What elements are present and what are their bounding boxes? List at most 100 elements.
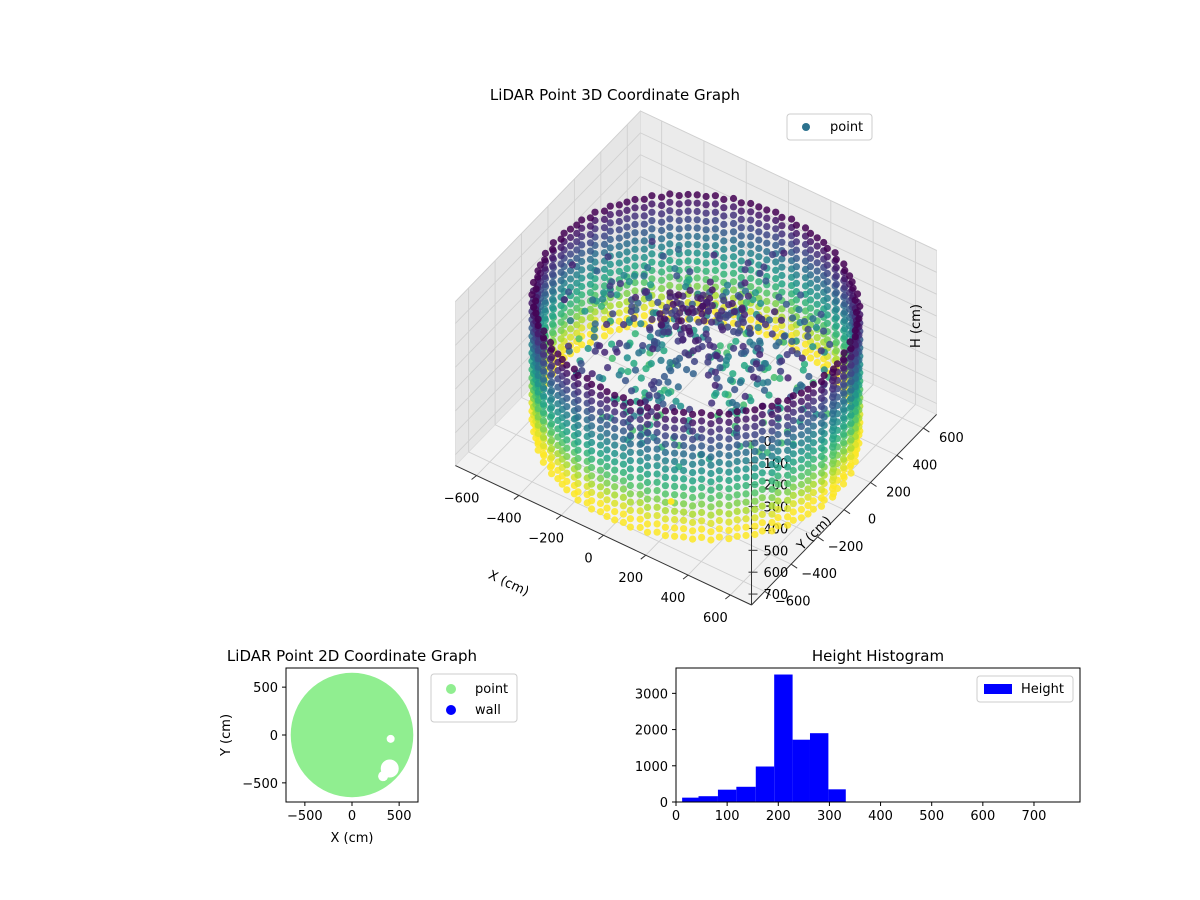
- data-point: [813, 275, 821, 283]
- data-point: [711, 217, 720, 225]
- histogram-bar: [828, 789, 846, 802]
- data-point: [729, 211, 738, 219]
- data-point: [758, 510, 766, 518]
- data-point: [733, 401, 741, 409]
- data-point: [671, 532, 679, 540]
- data-point: [615, 251, 623, 259]
- y-tick-mark: [923, 427, 930, 433]
- data-point: [778, 263, 786, 271]
- data-point: [757, 299, 765, 307]
- data-point: [557, 285, 565, 293]
- data-point: [666, 190, 674, 198]
- z-tick-label: 100: [764, 457, 789, 472]
- data-point: [789, 516, 797, 524]
- data-point: [586, 305, 595, 313]
- data-point: [626, 398, 635, 406]
- data-point: [707, 428, 715, 436]
- data-point: [744, 259, 752, 267]
- data-point: [747, 241, 755, 249]
- data-point: [653, 511, 661, 520]
- data-point: [648, 225, 656, 233]
- data-point: [774, 439, 782, 447]
- data-point: [596, 508, 605, 516]
- data-point: [611, 433, 619, 441]
- z-tick-label: 0: [764, 435, 772, 450]
- data-point: [613, 291, 621, 299]
- data-point: [744, 292, 753, 300]
- data-point: [763, 331, 771, 339]
- data-point: [626, 473, 635, 481]
- data-point: [809, 505, 818, 513]
- data-point: [733, 424, 741, 432]
- data-point: [586, 222, 595, 230]
- data-point: [653, 478, 661, 486]
- data-point: [697, 304, 705, 313]
- data-point: [772, 300, 780, 308]
- data-point: [752, 360, 760, 368]
- data-point: [596, 441, 605, 449]
- data-point: [653, 503, 661, 511]
- data-point: [583, 374, 591, 382]
- data-point: [758, 527, 766, 535]
- data-point: [573, 296, 581, 304]
- data-point: [611, 474, 619, 482]
- data-point: [563, 444, 571, 452]
- data-point: [763, 248, 771, 256]
- data-point: [847, 353, 855, 361]
- data-point: [710, 251, 718, 259]
- data-point: [666, 281, 674, 289]
- data-point: [685, 327, 694, 335]
- data-point: [566, 325, 575, 333]
- data-point: [658, 260, 666, 268]
- data-point: [789, 458, 797, 466]
- data-point: [778, 305, 786, 313]
- data-point: [631, 204, 639, 212]
- data-point: [733, 449, 741, 457]
- data-point: [804, 325, 812, 333]
- data-point: [639, 342, 647, 350]
- data-point: [772, 258, 780, 266]
- data-point: [611, 499, 619, 507]
- data-point: [832, 280, 840, 288]
- data-point: [755, 211, 763, 219]
- data-point: [603, 396, 611, 404]
- data-point: [817, 502, 826, 510]
- data-point: [560, 296, 569, 304]
- data-point: [806, 254, 815, 262]
- data-point: [601, 348, 609, 356]
- data-point: [846, 272, 854, 280]
- data-point: [820, 238, 828, 247]
- data-point: [658, 201, 666, 210]
- data-point: [763, 297, 771, 305]
- data-point: [796, 381, 805, 389]
- x-tick-label: 600: [703, 611, 728, 626]
- data-point: [573, 288, 581, 296]
- data-point: [563, 461, 571, 469]
- legend-label: Height: [1021, 682, 1064, 697]
- data-point: [631, 237, 639, 245]
- data-point: [606, 282, 614, 290]
- data-point: [763, 206, 771, 214]
- data-point: [645, 391, 653, 399]
- data-point: [680, 433, 688, 441]
- data-point: [722, 313, 730, 321]
- data-point: [707, 445, 715, 453]
- y-tick-label: 3000: [635, 687, 668, 702]
- data-point: [534, 429, 542, 438]
- chart-histogram: 0 100 200 300 400 500 600 700 0 1000 2000 3000 Heigh…: [635, 647, 1081, 824]
- data-point: [549, 287, 557, 295]
- data-point: [737, 349, 746, 358]
- data-point: [832, 305, 840, 313]
- legend-label: point: [475, 682, 508, 697]
- data-point: [596, 458, 605, 466]
- data-point: [763, 223, 771, 231]
- data-point: [611, 508, 619, 516]
- data-point: [763, 214, 771, 222]
- y-tick-mark: [843, 509, 851, 515]
- data-point: [702, 201, 710, 209]
- data-point: [797, 389, 806, 397]
- x-axis-label: X (cm): [331, 831, 374, 846]
- data-point: [725, 526, 733, 535]
- z-tick-label: 500: [764, 544, 789, 559]
- data-point: [707, 486, 715, 494]
